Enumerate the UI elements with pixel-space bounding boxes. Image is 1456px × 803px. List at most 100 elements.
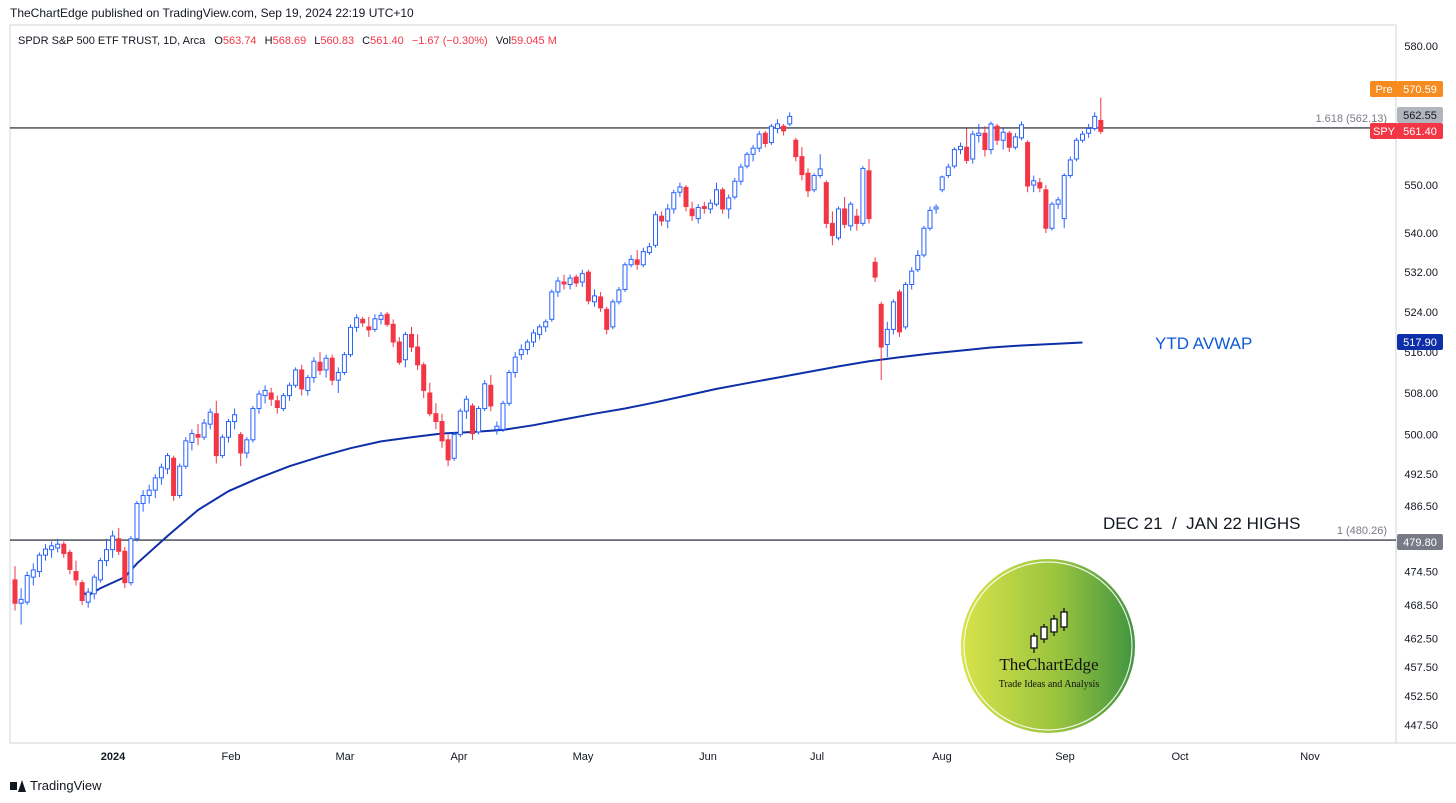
candle[interactable] [158,463,164,485]
candle[interactable] [177,463,183,499]
candle[interactable] [958,142,963,155]
candle[interactable] [653,211,658,248]
candle[interactable] [311,357,317,383]
candle[interactable] [97,557,103,583]
candle[interactable] [201,418,207,440]
candle[interactable] [305,375,311,396]
candle[interactable] [451,431,457,461]
candle[interactable] [378,311,384,325]
candle[interactable] [463,395,469,419]
candle[interactable] [171,455,177,501]
candle[interactable] [91,574,97,600]
candle[interactable] [866,158,872,224]
candle[interactable] [293,367,299,388]
candle[interactable] [323,354,329,378]
candle[interactable] [939,175,945,193]
candle[interactable] [756,130,762,152]
candle[interactable] [354,314,360,332]
candle[interactable] [299,364,305,396]
candle[interactable] [116,527,122,556]
avwap-line[interactable] [81,341,1083,597]
candle[interactable] [219,434,225,459]
candle[interactable] [476,405,482,435]
candle[interactable] [738,163,744,186]
candle[interactable] [610,299,616,330]
candle[interactable] [335,367,341,394]
candle[interactable] [268,387,274,406]
candle[interactable] [823,180,829,229]
candle[interactable] [628,254,634,268]
candle[interactable] [55,538,61,553]
candle[interactable] [537,324,543,340]
candle[interactable] [67,549,73,575]
candle[interactable] [543,319,549,332]
candle[interactable] [878,301,884,381]
candle[interactable] [701,201,707,214]
candle[interactable] [555,277,561,297]
candle[interactable] [348,324,353,358]
candle[interactable] [232,408,238,430]
candle[interactable] [317,352,323,376]
candle[interactable] [1098,97,1104,134]
candle[interactable] [244,437,250,459]
candle[interactable] [482,380,488,412]
candle[interactable] [573,274,579,287]
candle[interactable] [689,201,695,221]
candle[interactable] [329,354,335,386]
candle[interactable] [36,552,42,578]
candle[interactable] [945,163,951,178]
candle[interactable] [793,137,799,162]
candle[interactable] [890,299,896,335]
candle[interactable] [1025,140,1031,193]
candle[interactable] [659,211,665,226]
candle[interactable] [433,403,439,430]
candle[interactable] [531,329,536,348]
candle[interactable] [61,541,67,558]
candle[interactable] [488,375,494,412]
candle[interactable] [750,144,756,162]
candle[interactable] [256,390,262,414]
candle[interactable] [836,206,841,241]
candle[interactable] [909,267,915,290]
candle[interactable] [598,291,604,312]
candle[interactable] [762,130,768,148]
tradingview-footer[interactable]: TradingView [10,778,102,793]
candle[interactable] [366,316,372,337]
candle[interactable] [165,452,170,475]
candle[interactable] [585,269,591,305]
candle[interactable] [134,500,140,542]
candle[interactable] [421,362,427,399]
candle[interactable] [1092,112,1098,131]
candle[interactable] [512,352,518,378]
candle[interactable] [872,257,878,283]
candle[interactable] [524,339,530,355]
candle[interactable] [811,173,817,193]
candle[interactable] [128,535,134,586]
candle[interactable] [409,326,414,353]
candle[interactable] [1037,177,1043,193]
candle[interactable] [1055,196,1061,209]
candle[interactable] [1061,173,1067,229]
candle[interactable] [805,168,811,197]
candle[interactable] [152,474,158,499]
candle[interactable] [768,123,774,145]
candle[interactable] [964,128,970,164]
candle[interactable] [799,147,805,181]
candle[interactable] [43,544,48,561]
candle[interactable] [683,185,689,212]
candle[interactable] [897,289,902,337]
candle[interactable] [927,206,933,231]
candle[interactable] [104,538,109,567]
candle[interactable] [884,321,890,358]
candle[interactable] [616,286,622,305]
candle[interactable] [915,250,921,273]
candle[interactable] [262,385,268,404]
candle[interactable] [604,306,610,335]
candle[interactable] [732,177,738,200]
candle[interactable] [140,490,146,512]
candle[interactable] [384,311,390,327]
candle[interactable] [634,250,640,270]
candle[interactable] [341,352,347,376]
candle[interactable] [1080,130,1085,143]
